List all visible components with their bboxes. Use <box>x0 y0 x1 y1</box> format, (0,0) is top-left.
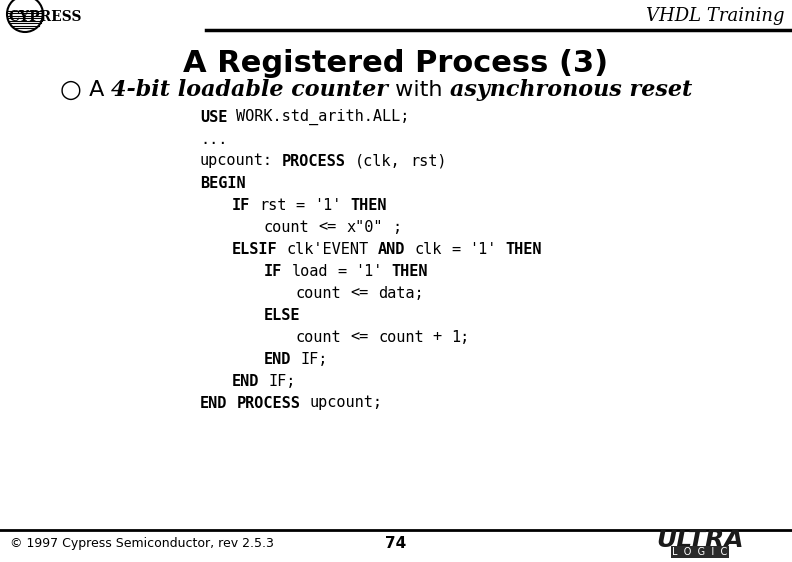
Text: IF: IF <box>232 197 250 212</box>
Text: CYPRESS: CYPRESS <box>8 10 82 24</box>
Text: =: = <box>451 242 460 256</box>
Text: AND: AND <box>378 242 406 256</box>
Text: PROCESS: PROCESS <box>237 396 300 410</box>
Text: asynchronous reset: asynchronous reset <box>450 79 692 101</box>
Text: 74: 74 <box>386 537 406 551</box>
Text: THEN: THEN <box>351 197 387 212</box>
Text: =: = <box>296 197 305 212</box>
Text: 4-bit loadable counter: 4-bit loadable counter <box>112 79 388 101</box>
Text: clk: clk <box>414 242 442 256</box>
Text: clk'EVENT: clk'EVENT <box>287 242 369 256</box>
Text: A: A <box>82 80 112 100</box>
Text: upcount;: upcount; <box>310 396 383 410</box>
Text: <=: <= <box>318 220 337 234</box>
Text: A Registered Process (3): A Registered Process (3) <box>184 49 608 79</box>
Text: x"0": x"0" <box>346 220 383 234</box>
Text: 1;: 1; <box>451 329 470 345</box>
Text: count: count <box>264 220 310 234</box>
Text: PROCESS: PROCESS <box>282 153 346 169</box>
Text: '1': '1' <box>469 242 497 256</box>
Text: END: END <box>232 374 259 388</box>
Text: count: count <box>296 285 341 301</box>
Text: END: END <box>200 396 227 410</box>
Text: rst): rst) <box>410 153 447 169</box>
Text: THEN: THEN <box>506 242 543 256</box>
Text: ;: ; <box>392 220 401 234</box>
Text: L  O  G  I  C: L O G I C <box>672 547 728 557</box>
Text: with: with <box>388 80 450 100</box>
Text: ...: ... <box>200 132 227 147</box>
Text: BEGIN: BEGIN <box>200 175 246 191</box>
Text: (clk,: (clk, <box>355 153 401 169</box>
Text: '1': '1' <box>314 197 341 212</box>
Text: ULTRA: ULTRA <box>657 528 744 552</box>
Text: +: + <box>433 329 442 345</box>
Text: upcount:: upcount: <box>200 153 273 169</box>
Text: count: count <box>378 329 424 345</box>
Text: VHDL Training: VHDL Training <box>646 7 785 25</box>
Text: <=: <= <box>351 285 369 301</box>
Text: ○: ○ <box>60 78 82 102</box>
Text: load: load <box>291 264 328 279</box>
Text: '1': '1' <box>356 264 383 279</box>
Text: count: count <box>296 329 341 345</box>
Text: =: = <box>337 264 346 279</box>
Text: rst: rst <box>259 197 287 212</box>
Text: IF: IF <box>264 264 282 279</box>
Text: IF;: IF; <box>300 351 328 366</box>
Text: ELSE: ELSE <box>264 307 300 323</box>
Text: USE: USE <box>200 110 227 125</box>
Text: THEN: THEN <box>392 264 428 279</box>
Text: END: END <box>264 351 291 366</box>
Text: © 1997 Cypress Semiconductor, rev 2.5.3: © 1997 Cypress Semiconductor, rev 2.5.3 <box>10 537 274 551</box>
Text: IF;: IF; <box>268 374 296 388</box>
Text: WORK.std_arith.ALL;: WORK.std_arith.ALL; <box>237 109 410 125</box>
Text: <=: <= <box>351 329 369 345</box>
Text: ELSIF: ELSIF <box>232 242 278 256</box>
Text: data;: data; <box>378 285 424 301</box>
